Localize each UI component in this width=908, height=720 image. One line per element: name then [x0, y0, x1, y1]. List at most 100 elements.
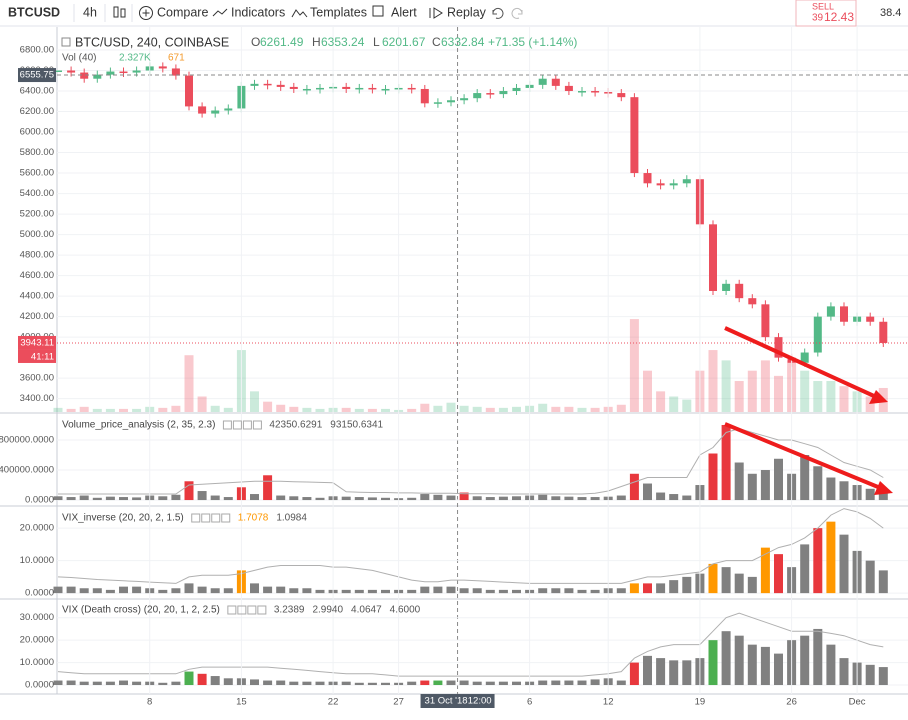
indicator-readout: 2.9940 [312, 605, 343, 616]
redo-icon[interactable] [511, 7, 523, 19]
indicator-bar [420, 494, 430, 501]
indicator-bar [656, 492, 666, 501]
indicator-bar [302, 588, 312, 594]
candle [866, 316, 875, 322]
indicator-bar [656, 658, 666, 686]
ohlc-value: 6353.24 [321, 35, 365, 49]
chart-style-icon[interactable] [113, 6, 126, 18]
candle [564, 85, 573, 92]
candle [473, 93, 482, 99]
candle [224, 108, 233, 111]
indicator-bar [760, 470, 770, 501]
y-tick-label: 0.0000 [25, 588, 54, 599]
indicator-bar [223, 497, 233, 501]
candle [302, 88, 311, 91]
indicator-bar [682, 495, 692, 501]
replay-button[interactable]: Replay [447, 5, 487, 19]
volume-bar [446, 402, 456, 412]
indicator-bar [485, 497, 495, 501]
compare-button[interactable]: Compare [157, 5, 208, 19]
indicator-bar [512, 589, 521, 594]
compare-icon[interactable] [139, 6, 153, 20]
y-tick-label: 20.0000 [20, 523, 54, 534]
y-tick-label: 10.0000 [20, 657, 54, 668]
indicator-bar [538, 680, 548, 686]
indicator-bar [708, 453, 718, 501]
x-tick-label: 22 [328, 697, 339, 708]
volume-bar [210, 405, 220, 412]
crosshair-date-box [420, 694, 495, 708]
indicator-bar [289, 496, 299, 501]
indicator-bar [865, 664, 875, 686]
candle [289, 86, 298, 89]
indicator-bar [564, 496, 574, 501]
indicator-bar [590, 589, 600, 594]
volume-bar [734, 381, 744, 412]
templates-button[interactable]: Templates [310, 5, 367, 19]
buy-price[interactable]: 38.4 [880, 7, 901, 19]
indicator-bar [826, 644, 836, 686]
volume-bar [459, 405, 469, 412]
candle [774, 337, 783, 358]
symbol[interactable]: BTCUSD [8, 5, 60, 19]
indicator-control [191, 513, 201, 523]
indicator-bar [184, 583, 194, 594]
indicator-bar [643, 583, 652, 594]
replay-icon[interactable] [429, 7, 443, 19]
indicator-bar [826, 521, 836, 594]
y-tick-label: 0.0000 [25, 680, 54, 691]
indicator-bar [708, 563, 718, 594]
indicator-bar [839, 534, 849, 594]
y-tick-label: 0.0000 [25, 495, 54, 506]
sell-button[interactable] [795, 0, 857, 27]
y-tick-label: 5600.00 [20, 168, 54, 179]
indicator-bar [682, 576, 692, 594]
volume-bar [171, 405, 181, 412]
candle [407, 87, 416, 90]
indicator-bar [878, 667, 888, 686]
indicator-bar [407, 497, 417, 501]
indicator-line [57, 612, 884, 677]
indicator-bar [446, 495, 456, 501]
alert-icon[interactable] [372, 5, 384, 17]
indicator-bar [760, 547, 770, 594]
indicator-bar [381, 589, 390, 594]
indicator-bar [53, 680, 63, 686]
indicator-bar [302, 681, 312, 686]
indicator-bar [551, 680, 561, 686]
undo-icon[interactable] [492, 7, 504, 19]
indicator-bar [485, 681, 495, 686]
indicator-bar [381, 497, 390, 501]
indicator-bar [223, 678, 233, 686]
indicator-bar [171, 681, 181, 686]
indicator-bar [171, 588, 181, 594]
volume-bar [158, 407, 168, 412]
indicator-bar [276, 586, 286, 594]
templates-icon[interactable] [291, 9, 308, 18]
volume-bar [616, 404, 626, 412]
volume-bar [119, 408, 128, 412]
indicators-button[interactable]: Indicators [231, 5, 285, 19]
indicator-bar [656, 583, 666, 594]
alert-button[interactable]: Alert [391, 5, 417, 19]
interval[interactable]: 4h [83, 5, 97, 19]
indicator-bar [79, 495, 89, 501]
y-tick-label: 3600.00 [20, 373, 54, 384]
indicator-bar [774, 458, 783, 501]
indicator-line [57, 508, 884, 584]
volume-bar [590, 407, 600, 412]
volume-bar [760, 360, 770, 412]
indicator-bar [839, 658, 849, 686]
indicators-icon[interactable] [212, 8, 228, 17]
indicator-bar [354, 589, 364, 594]
x-tick-label: 12 [603, 697, 614, 708]
indicator-bar [210, 676, 220, 686]
candle [342, 86, 351, 89]
volume-bar [629, 319, 639, 412]
ohlc-label: O [251, 35, 260, 49]
indicator-bar [223, 588, 233, 594]
indicator-bar [250, 583, 259, 594]
last-price-box [18, 335, 56, 350]
volume-bar [105, 408, 115, 412]
indicator-bar [878, 492, 888, 501]
